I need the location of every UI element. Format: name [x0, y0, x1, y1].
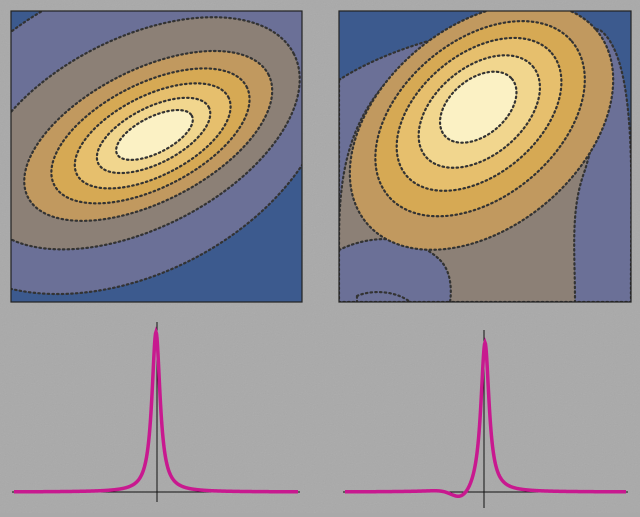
panel-frame: [338, 10, 632, 303]
curve-panel-right: [343, 330, 628, 508]
curve-panel-left: [12, 322, 300, 502]
contour-panel-right: [339, 11, 631, 302]
panel-frame: [10, 10, 303, 303]
contour-panel-left: [11, 11, 302, 302]
